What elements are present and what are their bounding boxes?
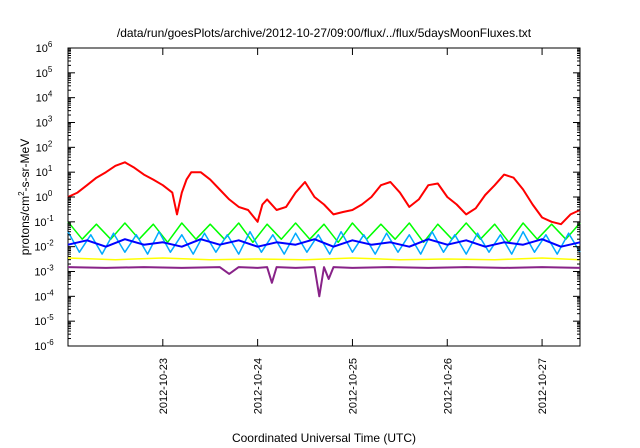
- series-layer: [67, 161, 581, 298]
- y-axis-label-base: protons/cm: [18, 196, 32, 255]
- x-tick-label: 2012-10-24: [253, 358, 265, 414]
- y-tick-base: 10: [36, 167, 48, 179]
- y-axis-label: protons/cm2-s-sr-MeV: [17, 139, 32, 255]
- y-tick-exponent: -4: [47, 288, 55, 297]
- y-tick-label: 10-1: [34, 214, 54, 229]
- y-tick-base: 10: [34, 217, 46, 229]
- x-tick-label: 2012-10-25: [347, 358, 359, 414]
- y-tick-exponent: -5: [47, 313, 55, 322]
- chart-title: /data/run/goesPlots/archive/2012-10-27/0…: [117, 26, 532, 40]
- x-tick-label: 2012-10-26: [442, 358, 454, 414]
- y-axis: 10610510410310210110010-110-210-310-410-…: [34, 40, 580, 353]
- y-tick-label: 106: [36, 40, 53, 55]
- y-tick-label: 102: [36, 139, 53, 154]
- y-tick-label: 10-4: [34, 288, 54, 303]
- series-line-6: [67, 266, 581, 298]
- y-tick-exponent: 4: [48, 90, 53, 99]
- series-line-2: [67, 221, 581, 244]
- x-axis: 2012-10-23 2012-10-24 2012-10-25 2012-10-26…: [158, 48, 549, 414]
- y-axis-label-rest: -s-sr-MeV: [18, 139, 32, 192]
- y-tick-label: 100: [36, 189, 53, 204]
- y-tick-base: 10: [36, 43, 48, 55]
- y-tick-exponent: 5: [48, 65, 53, 74]
- x-tick-label: 2012-10-23: [158, 358, 170, 414]
- y-tick-base: 10: [34, 316, 46, 328]
- y-tick-base: 10: [34, 291, 46, 303]
- y-tick-label: 101: [36, 164, 53, 179]
- plot-frame: [67, 47, 581, 347]
- y-tick-label: 104: [36, 90, 53, 105]
- y-tick-exponent: 0: [48, 189, 53, 198]
- series-line-1: [67, 161, 581, 226]
- y-tick-label: 105: [36, 65, 53, 80]
- x-axis-label: Coordinated Universal Time (UTC): [232, 431, 416, 445]
- y-tick-base: 10: [34, 267, 46, 279]
- y-tick-exponent: -1: [47, 214, 55, 223]
- y-tick-base: 10: [34, 341, 46, 353]
- y-tick-label: 10-3: [34, 264, 54, 279]
- y-axis-label-sup: 2: [17, 191, 26, 196]
- series-line-5: [67, 257, 581, 261]
- y-tick-exponent: 2: [48, 139, 53, 148]
- x-tick-label: 2012-10-27: [537, 358, 549, 414]
- y-tick-base: 10: [34, 242, 46, 254]
- y-tick-label: 10-5: [34, 313, 54, 328]
- y-tick-exponent: 1: [48, 164, 53, 173]
- y-tick-base: 10: [36, 93, 48, 105]
- y-tick-exponent: 3: [48, 115, 53, 124]
- y-tick-exponent: -6: [47, 338, 55, 347]
- y-tick-base: 10: [36, 68, 48, 80]
- y-tick-exponent: -2: [47, 239, 55, 248]
- y-tick-exponent: -3: [47, 264, 55, 273]
- y-tick-label: 10-2: [34, 239, 54, 254]
- y-tick-base: 10: [36, 118, 48, 130]
- y-tick-base: 10: [36, 192, 48, 204]
- series-line-4: [67, 238, 581, 248]
- y-tick-exponent: 6: [48, 40, 53, 49]
- y-tick-label: 10-6: [34, 338, 54, 353]
- y-tick-label: 103: [36, 115, 53, 130]
- y-tick-base: 10: [36, 142, 48, 154]
